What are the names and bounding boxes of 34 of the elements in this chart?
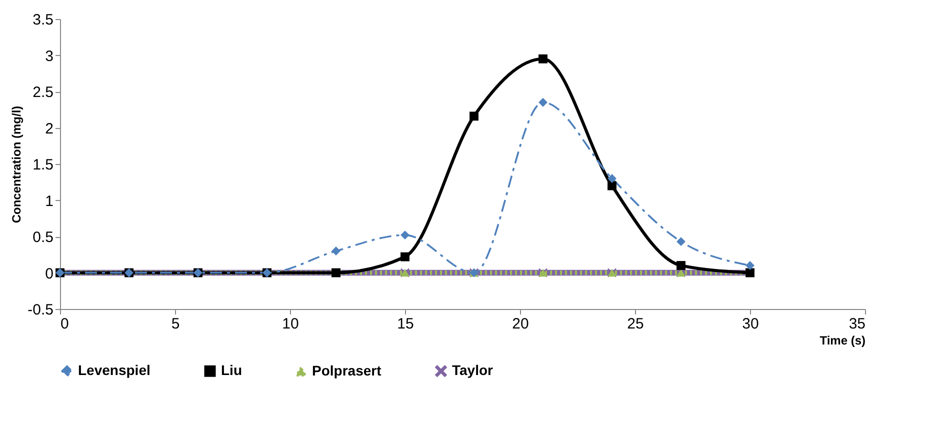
x-tick-label: 30: [742, 316, 759, 332]
x-tick-label: 25: [627, 316, 644, 332]
x-tick-label: 35: [848, 316, 866, 332]
point: [608, 174, 616, 183]
point: [746, 261, 754, 270]
x-axis-title: Time (s): [820, 334, 866, 348]
x-tick-label: 5: [171, 316, 180, 332]
x-tick-label: 20: [512, 316, 529, 332]
point: [676, 261, 686, 270]
y-tick-label: 0.5: [32, 229, 54, 246]
legend-label: Taylor: [452, 362, 494, 378]
y-axis-title: Concentration (mg/l): [10, 106, 24, 224]
point: [608, 181, 616, 190]
y-tick-label: 1: [45, 192, 54, 210]
legend-label: Levenspiel: [78, 362, 150, 378]
y-tick-label: 3: [45, 48, 54, 65]
y-tick-label: 0: [45, 265, 54, 282]
point: [538, 54, 548, 64]
x-tick-label: 10: [282, 316, 299, 332]
point: [400, 230, 410, 240]
point: [676, 237, 686, 246]
y-tick-label: 3.5: [32, 12, 54, 28]
legend-label: Polprasert: [312, 362, 382, 378]
x-tick-label: 0: [60, 316, 69, 332]
point: [400, 252, 410, 262]
point: [470, 112, 478, 121]
point: [538, 98, 548, 107]
point: [332, 246, 340, 256]
y-tick-label: 2: [45, 120, 54, 138]
y-tick-label: -0.5: [28, 302, 54, 318]
y-tick-label: 1.5: [32, 156, 54, 174]
legend-label: Liu: [221, 362, 242, 378]
x-tick-label: 15: [397, 316, 414, 332]
y-tick-label: 2.5: [32, 84, 54, 101]
